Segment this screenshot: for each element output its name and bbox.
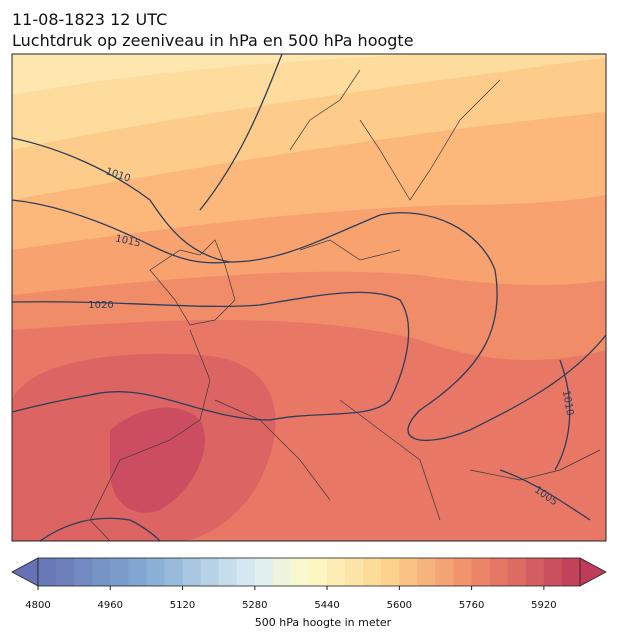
colorbar-tick-label: 5600 [387,600,412,611]
colorbar-cell [164,558,184,586]
isobar [12,199,231,264]
colorbar-cell [381,558,400,586]
isobar [199,54,283,211]
map-frame [11,53,607,542]
map [12,54,606,541]
colorbar-cell [453,558,473,586]
colorbar-cell [272,558,292,586]
colorbar-cell [236,558,256,586]
colorbar-cell [290,558,310,586]
colorbar-cell [110,558,129,586]
colorbar-frame [37,557,581,587]
isobar [12,137,606,442]
colorbar-tick-label: 4960 [98,600,123,611]
colorbar-cell [345,558,364,586]
isobar-label: 1015 [114,233,141,249]
title: 11-08-1823 12 UTC [12,10,167,29]
colorbar-cell [489,558,509,586]
colorbar-cell [146,558,165,586]
colorbar-cell [471,558,491,586]
colorbar-tick-label: 4800 [25,600,50,611]
colorbar-cell [200,558,220,586]
colorbar-cell [56,558,75,586]
isobar-label: 1020 [88,300,113,311]
colorbar-tick-label: 5440 [314,600,339,611]
colorbar-tick-label: 5280 [242,600,267,611]
colorbar-cell [92,558,111,586]
colorbar-cell [74,558,93,586]
colorbar-cell [525,558,545,586]
colorbar-tick-label: 5920 [531,600,556,611]
isobar [12,291,410,421]
colorbar-cell [128,558,147,586]
colorbar-tick-label: 5120 [170,600,195,611]
colorbar-cell [417,558,436,586]
isobar-label: 1010 [560,390,575,417]
colorbar-cell [363,558,382,586]
isobar [554,359,571,471]
colorbar-label: 500 hPa hoogte in meter [255,616,392,629]
colorbar-extend [11,557,39,587]
colorbar-tick-label: 5760 [459,600,484,611]
band [110,407,206,513]
colorbar-cell [561,558,581,586]
colorbar-cell [327,558,346,586]
colorbar-cell [38,558,57,586]
colorbar-cell [399,558,418,586]
colorbar-cell [309,558,328,586]
colorbar-cell [254,558,274,586]
colorbar-cell [543,558,563,586]
colorbar-cell [218,558,238,586]
colorbar-cell [507,558,527,586]
colorbar-extend [579,557,607,587]
colorbar: 4800 4960 5120 5280 5440 5600 5760 5920 500 hPa … [11,557,607,629]
isobar [39,517,161,541]
colorbar-cell [182,558,202,586]
colorbar-cell [435,558,455,586]
subtitle: Luchtdruk op zeeniveau in hPa en 500 hPa… [12,31,414,50]
coastline [89,69,601,541]
isobar [499,469,591,521]
